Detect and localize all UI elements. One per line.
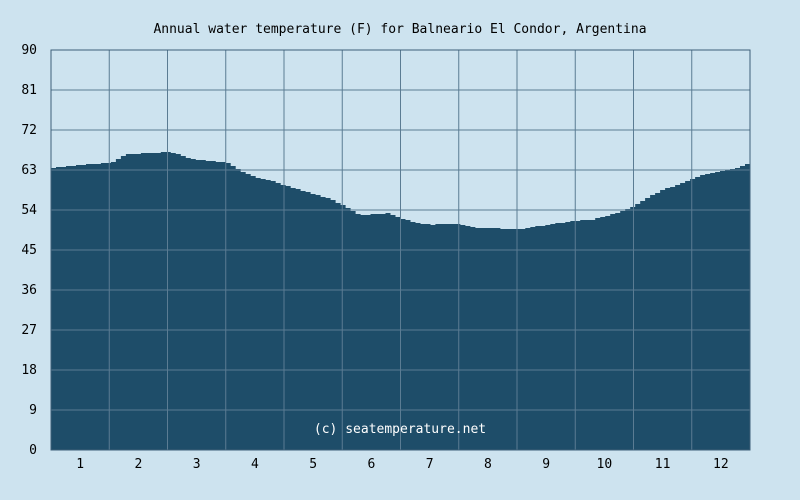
x-tick-label: 3 — [193, 457, 201, 472]
y-tick-label: 45 — [21, 243, 37, 258]
x-tick-label: 2 — [134, 457, 142, 472]
x-tick-label: 10 — [597, 457, 613, 472]
x-axis-ticks: 1 2 3 4 5 6 7 8 9 10 11 12 — [76, 457, 728, 472]
y-tick-label: 81 — [21, 83, 37, 98]
y-tick-label: 0 — [29, 443, 37, 458]
plot-frame — [50, 49, 751, 451]
x-tick-label: 1 — [76, 457, 84, 472]
x-tick-label: 8 — [484, 457, 492, 472]
y-tick-label: 18 — [21, 363, 37, 378]
x-tick-label: 12 — [713, 457, 729, 472]
x-tick-label: 11 — [655, 457, 671, 472]
chart-title: Annual water temperature (F) for Balnear… — [153, 22, 646, 37]
y-tick-label: 27 — [21, 323, 37, 338]
y-tick-label: 90 — [21, 43, 37, 58]
credit-annotation: (c) seatemperature.net — [314, 422, 486, 437]
x-tick-label: 4 — [251, 457, 259, 472]
x-tick-label: 6 — [367, 457, 375, 472]
x-tick-label: 5 — [309, 457, 317, 472]
y-tick-label: 9 — [29, 403, 37, 418]
y-tick-label: 54 — [21, 203, 37, 218]
y-tick-label: 63 — [21, 163, 37, 178]
x-tick-label: 7 — [426, 457, 434, 472]
y-tick-label: 36 — [21, 283, 37, 298]
x-tick-label: 9 — [542, 457, 550, 472]
y-axis-ticks: 0 9 18 27 36 45 54 63 72 81 90 — [21, 43, 37, 458]
y-tick-label: 72 — [21, 123, 37, 138]
